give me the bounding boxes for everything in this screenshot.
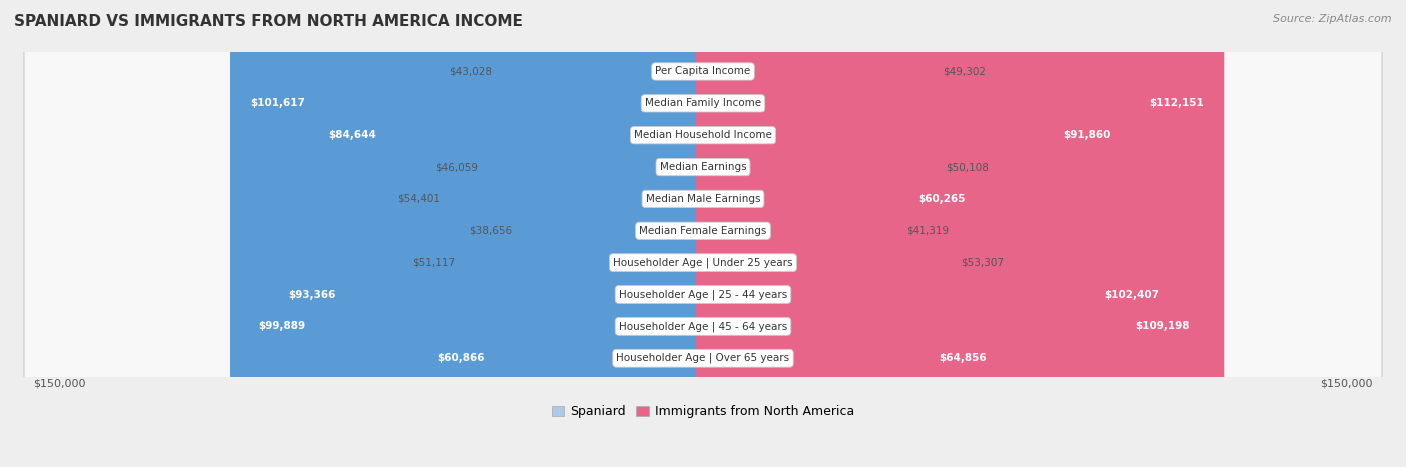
FancyBboxPatch shape — [24, 0, 1382, 467]
FancyBboxPatch shape — [24, 0, 1382, 467]
FancyBboxPatch shape — [696, 0, 955, 467]
FancyBboxPatch shape — [696, 0, 936, 467]
Text: Householder Age | Over 65 years: Householder Age | Over 65 years — [616, 353, 790, 363]
Text: $112,151: $112,151 — [1149, 99, 1204, 108]
Text: $93,366: $93,366 — [288, 290, 336, 299]
Text: $60,866: $60,866 — [437, 353, 485, 363]
FancyBboxPatch shape — [24, 0, 1382, 467]
FancyBboxPatch shape — [308, 0, 710, 467]
FancyBboxPatch shape — [519, 0, 710, 467]
Text: Median Male Earnings: Median Male Earnings — [645, 194, 761, 204]
FancyBboxPatch shape — [696, 0, 939, 467]
FancyBboxPatch shape — [269, 0, 710, 467]
FancyBboxPatch shape — [696, 0, 1180, 467]
FancyBboxPatch shape — [24, 0, 1382, 467]
FancyBboxPatch shape — [461, 0, 710, 467]
Text: Householder Age | 25 - 44 years: Householder Age | 25 - 44 years — [619, 289, 787, 300]
FancyBboxPatch shape — [24, 0, 1382, 467]
Text: $101,617: $101,617 — [250, 99, 305, 108]
FancyBboxPatch shape — [24, 0, 1382, 467]
Text: Source: ZipAtlas.com: Source: ZipAtlas.com — [1274, 14, 1392, 24]
Text: $150,000: $150,000 — [1320, 379, 1372, 389]
FancyBboxPatch shape — [24, 0, 1382, 467]
FancyBboxPatch shape — [696, 0, 986, 467]
FancyBboxPatch shape — [447, 0, 710, 467]
Text: $64,856: $64,856 — [939, 353, 987, 363]
Text: $38,656: $38,656 — [468, 226, 512, 236]
Text: $150,000: $150,000 — [34, 379, 86, 389]
FancyBboxPatch shape — [696, 0, 1132, 467]
Text: $91,860: $91,860 — [1063, 130, 1111, 140]
Text: Householder Age | 45 - 64 years: Householder Age | 45 - 64 years — [619, 321, 787, 332]
Text: Median Earnings: Median Earnings — [659, 162, 747, 172]
Text: SPANIARD VS IMMIGRANTS FROM NORTH AMERICA INCOME: SPANIARD VS IMMIGRANTS FROM NORTH AMERIC… — [14, 14, 523, 29]
Text: $49,302: $49,302 — [943, 66, 986, 77]
Text: $99,889: $99,889 — [259, 321, 305, 332]
FancyBboxPatch shape — [696, 0, 900, 467]
Text: $102,407: $102,407 — [1104, 290, 1159, 299]
Legend: Spaniard, Immigrants from North America: Spaniard, Immigrants from North America — [547, 400, 859, 423]
Text: Median Female Earnings: Median Female Earnings — [640, 226, 766, 236]
FancyBboxPatch shape — [485, 0, 710, 467]
FancyBboxPatch shape — [696, 0, 1225, 467]
Text: $43,028: $43,028 — [449, 66, 492, 77]
FancyBboxPatch shape — [24, 0, 1382, 467]
FancyBboxPatch shape — [231, 0, 710, 467]
FancyBboxPatch shape — [238, 0, 710, 467]
FancyBboxPatch shape — [696, 0, 1007, 467]
Text: $51,117: $51,117 — [412, 258, 454, 268]
Text: Per Capita Income: Per Capita Income — [655, 66, 751, 77]
Text: $41,319: $41,319 — [907, 226, 949, 236]
Text: $54,401: $54,401 — [396, 194, 440, 204]
FancyBboxPatch shape — [24, 0, 1382, 467]
FancyBboxPatch shape — [418, 0, 710, 467]
Text: $50,108: $50,108 — [946, 162, 990, 172]
FancyBboxPatch shape — [24, 0, 1382, 467]
FancyBboxPatch shape — [696, 0, 1211, 467]
Text: $53,307: $53,307 — [962, 258, 1004, 268]
Text: Householder Age | Under 25 years: Householder Age | Under 25 years — [613, 257, 793, 268]
Text: $109,198: $109,198 — [1136, 321, 1189, 332]
FancyBboxPatch shape — [499, 0, 710, 467]
Text: $60,265: $60,265 — [918, 194, 966, 204]
Text: $84,644: $84,644 — [329, 130, 377, 140]
Text: Median Family Income: Median Family Income — [645, 99, 761, 108]
Text: $46,059: $46,059 — [434, 162, 478, 172]
Text: Median Household Income: Median Household Income — [634, 130, 772, 140]
